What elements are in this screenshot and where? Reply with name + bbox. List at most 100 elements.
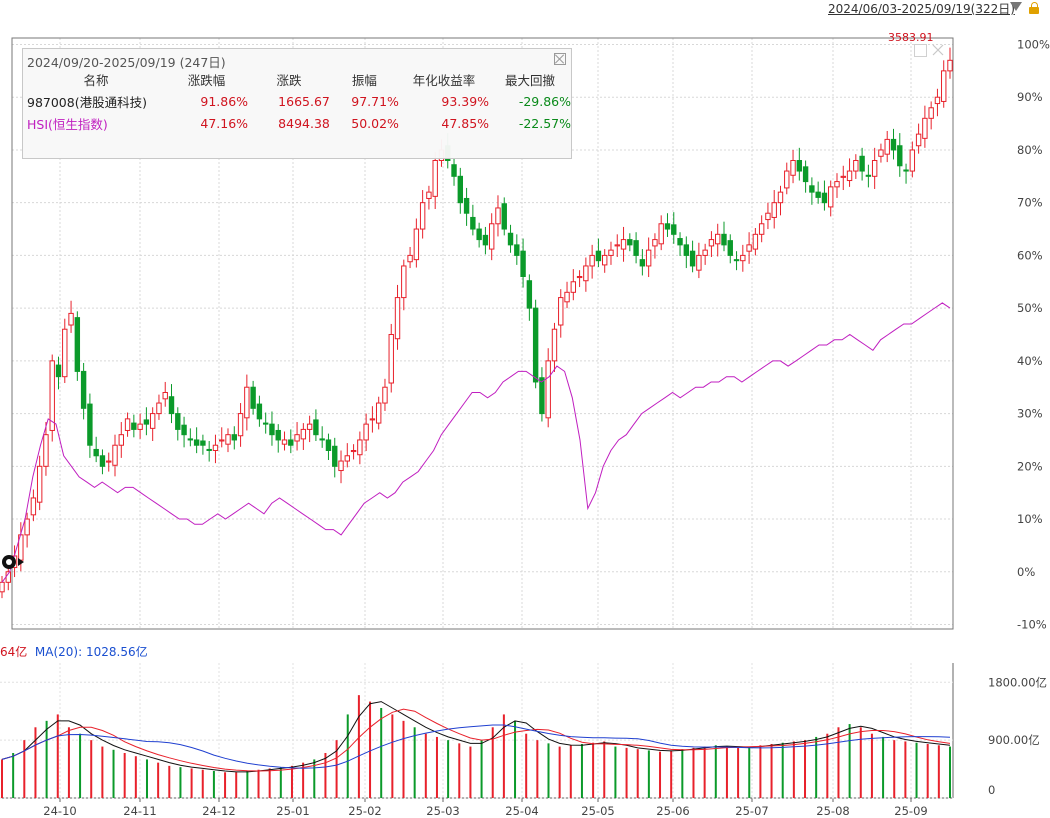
volume-bar xyxy=(391,714,394,798)
volume-bar xyxy=(603,741,606,798)
chevron-down-icon[interactable] xyxy=(1010,2,1022,11)
candle-body xyxy=(482,234,489,246)
interval-stats-panel: 2024/09/20-2025/09/19 (247日) 名称 涨跌幅 涨跌 振… xyxy=(22,48,572,159)
volume-bar xyxy=(815,736,818,798)
row-name: 987008(港股通科技) xyxy=(27,94,147,110)
volume-tick-label: 1800.00亿 xyxy=(988,675,1047,689)
candle-body xyxy=(99,455,106,467)
row-change-pct: 47.16% xyxy=(200,115,249,131)
candle-body xyxy=(80,370,87,409)
volume-bar xyxy=(112,749,115,798)
candle-body xyxy=(897,145,903,167)
candle-body xyxy=(463,197,470,214)
volume-bar xyxy=(268,768,271,798)
row-annualized: 47.85% xyxy=(441,115,490,131)
candle-body xyxy=(237,413,244,437)
y-tick-label: 50% xyxy=(1017,301,1043,315)
candle-body xyxy=(828,186,834,208)
volume-bar xyxy=(90,740,93,798)
candle-body xyxy=(187,438,194,441)
volume-bar xyxy=(569,745,572,798)
candle-body xyxy=(0,581,5,593)
candle-body xyxy=(369,418,376,421)
date-range-selector[interactable]: 2024/06/03-2025/09/19(322日) xyxy=(828,2,1015,16)
candle-body xyxy=(306,423,313,430)
volume-bar xyxy=(380,708,383,798)
candle-body xyxy=(727,240,733,256)
candle-body xyxy=(702,249,708,256)
volume-bar xyxy=(335,740,338,798)
candle-body xyxy=(175,413,181,430)
volume-bar xyxy=(279,767,282,798)
price-high-label: 3583.91 xyxy=(888,31,934,44)
candle-body xyxy=(614,244,620,247)
volume-bar xyxy=(45,720,48,798)
volume-bar xyxy=(79,733,82,798)
col-header: 振幅 xyxy=(351,73,377,88)
y-tick-label: 0% xyxy=(1017,565,1035,579)
candle-body xyxy=(620,239,627,250)
start-marker-icon[interactable] xyxy=(2,555,24,569)
candle-body xyxy=(733,259,740,262)
volume-bar xyxy=(681,749,684,798)
candle-body xyxy=(68,312,74,326)
candle-body xyxy=(49,360,55,431)
candle-body xyxy=(721,233,727,246)
row-amplitude: 97.71% xyxy=(351,93,399,109)
lock-icon[interactable] xyxy=(1029,2,1039,14)
volume-bar xyxy=(737,747,740,798)
volume-bar xyxy=(424,733,427,798)
candle-body xyxy=(627,239,633,246)
candle-body xyxy=(219,439,225,442)
candle-body xyxy=(156,402,162,415)
volume-bar xyxy=(692,747,695,798)
candle-body xyxy=(558,297,564,326)
candle-body xyxy=(313,419,319,436)
restore-icon[interactable] xyxy=(914,44,927,57)
candle-body xyxy=(677,238,683,246)
volume-bar xyxy=(926,744,929,798)
candle-body xyxy=(853,160,859,172)
volume-tick-label: 0 xyxy=(988,783,995,797)
candle-body xyxy=(520,250,526,277)
candle-body xyxy=(375,402,382,424)
volume-bar xyxy=(480,740,483,798)
candle-body xyxy=(225,434,231,445)
y-tick-label: 20% xyxy=(1017,459,1043,473)
x-tick-label: 25-07 xyxy=(735,804,768,818)
volume-bar xyxy=(536,740,539,798)
close-chart-icon[interactable] xyxy=(932,44,944,56)
col-header: 名称 xyxy=(83,73,109,88)
candle-body xyxy=(752,233,759,250)
candle-body xyxy=(363,423,369,441)
candle-body xyxy=(633,240,639,256)
row-change: 8494.38 xyxy=(278,115,330,131)
candle-body xyxy=(846,170,853,182)
x-tick-label: 25-05 xyxy=(581,804,614,818)
x-tick-label: 25-06 xyxy=(656,804,689,818)
volume-legend: 64亿 MA(20): 1028.56亿 xyxy=(0,643,148,660)
volume-bar xyxy=(435,736,438,798)
candle-body xyxy=(664,223,671,230)
close-icon[interactable] xyxy=(554,53,566,65)
candle-body xyxy=(922,117,928,139)
volume-bar xyxy=(748,746,751,798)
table-row[interactable]: HSI(恒生指数) 47.16% 8494.38 50.02% 47.85% -… xyxy=(23,112,571,134)
candle-body xyxy=(36,465,43,503)
candle-body xyxy=(658,223,664,245)
candle-body xyxy=(834,181,840,188)
candle-body xyxy=(671,224,677,235)
y-tick-label: 80% xyxy=(1017,143,1043,157)
table-row[interactable]: 987008(港股通科技) 91.86% 1665.67 97.71% 93.3… xyxy=(23,90,571,112)
volume-bar xyxy=(759,745,762,798)
volume-ma-label: MA(20): 1028.56亿 xyxy=(34,645,148,659)
candle-body xyxy=(131,422,137,430)
candle-body xyxy=(507,232,514,246)
candle-body xyxy=(878,149,884,157)
candle-body xyxy=(526,280,533,309)
volume-bar xyxy=(714,745,717,798)
candle-body xyxy=(262,422,269,425)
candle-body xyxy=(564,291,570,303)
candle-body xyxy=(777,191,784,204)
candle-body xyxy=(809,185,815,193)
